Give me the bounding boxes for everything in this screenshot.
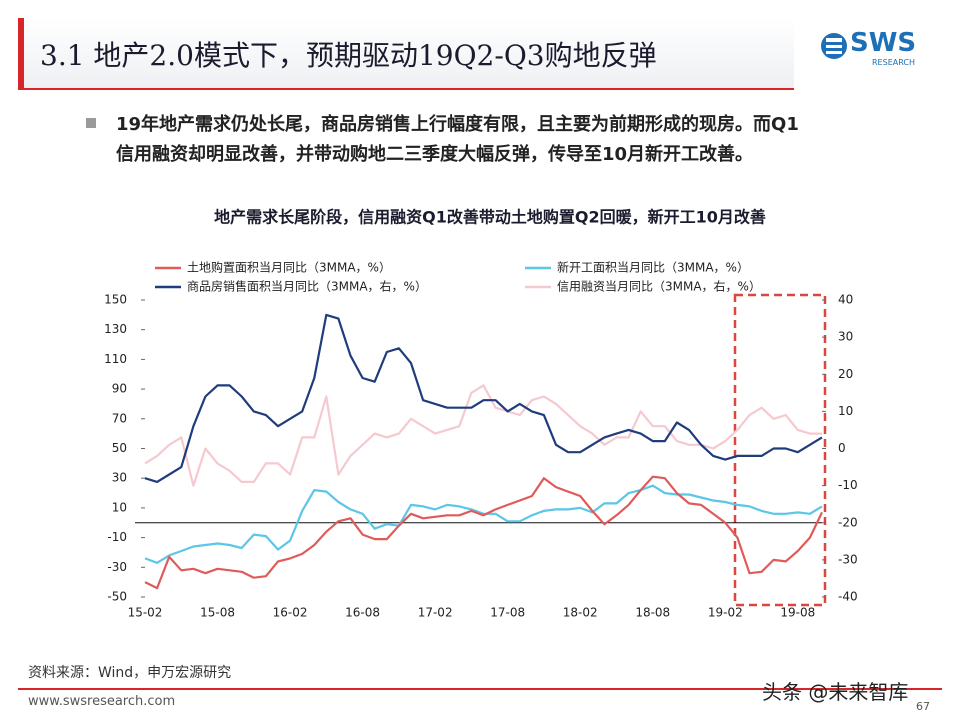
source: 资料来源：Wind，申万宏源研究 xyxy=(28,665,232,681)
y2-tick-label: 10 xyxy=(838,404,853,418)
y-tick-label: 150 xyxy=(104,293,127,307)
watermark: 头条 @未来智库 xyxy=(762,680,909,704)
bullet-icon xyxy=(86,118,96,128)
x-tick-label: 17-08 xyxy=(490,606,525,620)
y-tick-label: -30 xyxy=(107,560,127,574)
legend-label: 土地购置面积当月同比（3MMA，%） xyxy=(187,260,391,275)
logo-sub: RESEARCH xyxy=(872,58,915,67)
y2-tick-label: -30 xyxy=(838,552,858,566)
series-line xyxy=(144,313,823,483)
y2-tick-label: 0 xyxy=(838,441,846,455)
x-tick-label: 19-02 xyxy=(708,606,743,620)
y-tick-label: 10 xyxy=(112,500,127,514)
slide-title: 3.1 地产2.0模式下，预期驱动19Q2-Q3购地反弹 xyxy=(40,39,657,72)
series-line xyxy=(144,384,822,487)
y-tick-label: 130 xyxy=(104,322,127,336)
bullet-line: 信用融资却明显改善，并带动购地二三季度大幅反弹，传导至10月新开工改善。 xyxy=(116,144,754,165)
x-tick-label: 15-02 xyxy=(128,606,163,620)
legend-label: 新开工面积当月同比（3MMA，%） xyxy=(557,260,749,275)
y2-tick-label: 30 xyxy=(838,330,853,344)
series-line xyxy=(144,475,823,590)
y2-tick-label: -40 xyxy=(838,590,858,604)
x-tick-label: 18-08 xyxy=(635,606,670,620)
series-line xyxy=(144,484,823,564)
chart-title: 地产需求长尾阶段，信用融资Q1改善带动土地购置Q2回暖，新开工10月改善 xyxy=(214,208,766,227)
y2-tick-label: 20 xyxy=(838,367,853,381)
y-tick-label: 30 xyxy=(112,471,127,485)
logo: SWS xyxy=(850,28,917,58)
y2-tick-label: 40 xyxy=(838,293,853,307)
x-tick-label: 16-08 xyxy=(345,606,380,620)
bullet-line: 19年地产需求仍处长尾，商品房销售上行幅度有限，且主要为前期形成的现房。而Q1 xyxy=(116,114,799,135)
x-tick-label: 16-02 xyxy=(273,606,308,620)
y-tick-label: 90 xyxy=(112,382,127,396)
legend-label: 信用融资当月同比（3MMA，右，%） xyxy=(557,279,761,294)
y-tick-label: 110 xyxy=(104,352,127,366)
y2-tick-label: -10 xyxy=(838,478,858,492)
page-number: 67 xyxy=(916,700,930,713)
y-tick-label: -50 xyxy=(107,590,127,604)
y-tick-label: 70 xyxy=(112,411,127,425)
highlight-box xyxy=(733,293,827,607)
chart: 地产需求长尾阶段，信用融资Q1改善带动土地购置Q2回暖，新开工10月改善 -50… xyxy=(104,208,858,620)
x-tick-label: 17-02 xyxy=(418,606,453,620)
y2-tick-label: -20 xyxy=(838,515,858,529)
y-tick-label: 50 xyxy=(112,441,127,455)
logo-icon xyxy=(821,33,847,59)
y-tick-label: -10 xyxy=(107,530,127,544)
x-tick-label: 18-02 xyxy=(563,606,598,620)
x-tick-label: 19-08 xyxy=(780,606,815,620)
website: www.swsresearch.com xyxy=(28,694,176,709)
footer-line xyxy=(18,688,942,690)
legend-label: 商品房销售面积当月同比（3MMA，右，%） xyxy=(187,279,427,294)
title-band xyxy=(18,18,794,90)
x-tick-label: 15-08 xyxy=(200,606,235,620)
